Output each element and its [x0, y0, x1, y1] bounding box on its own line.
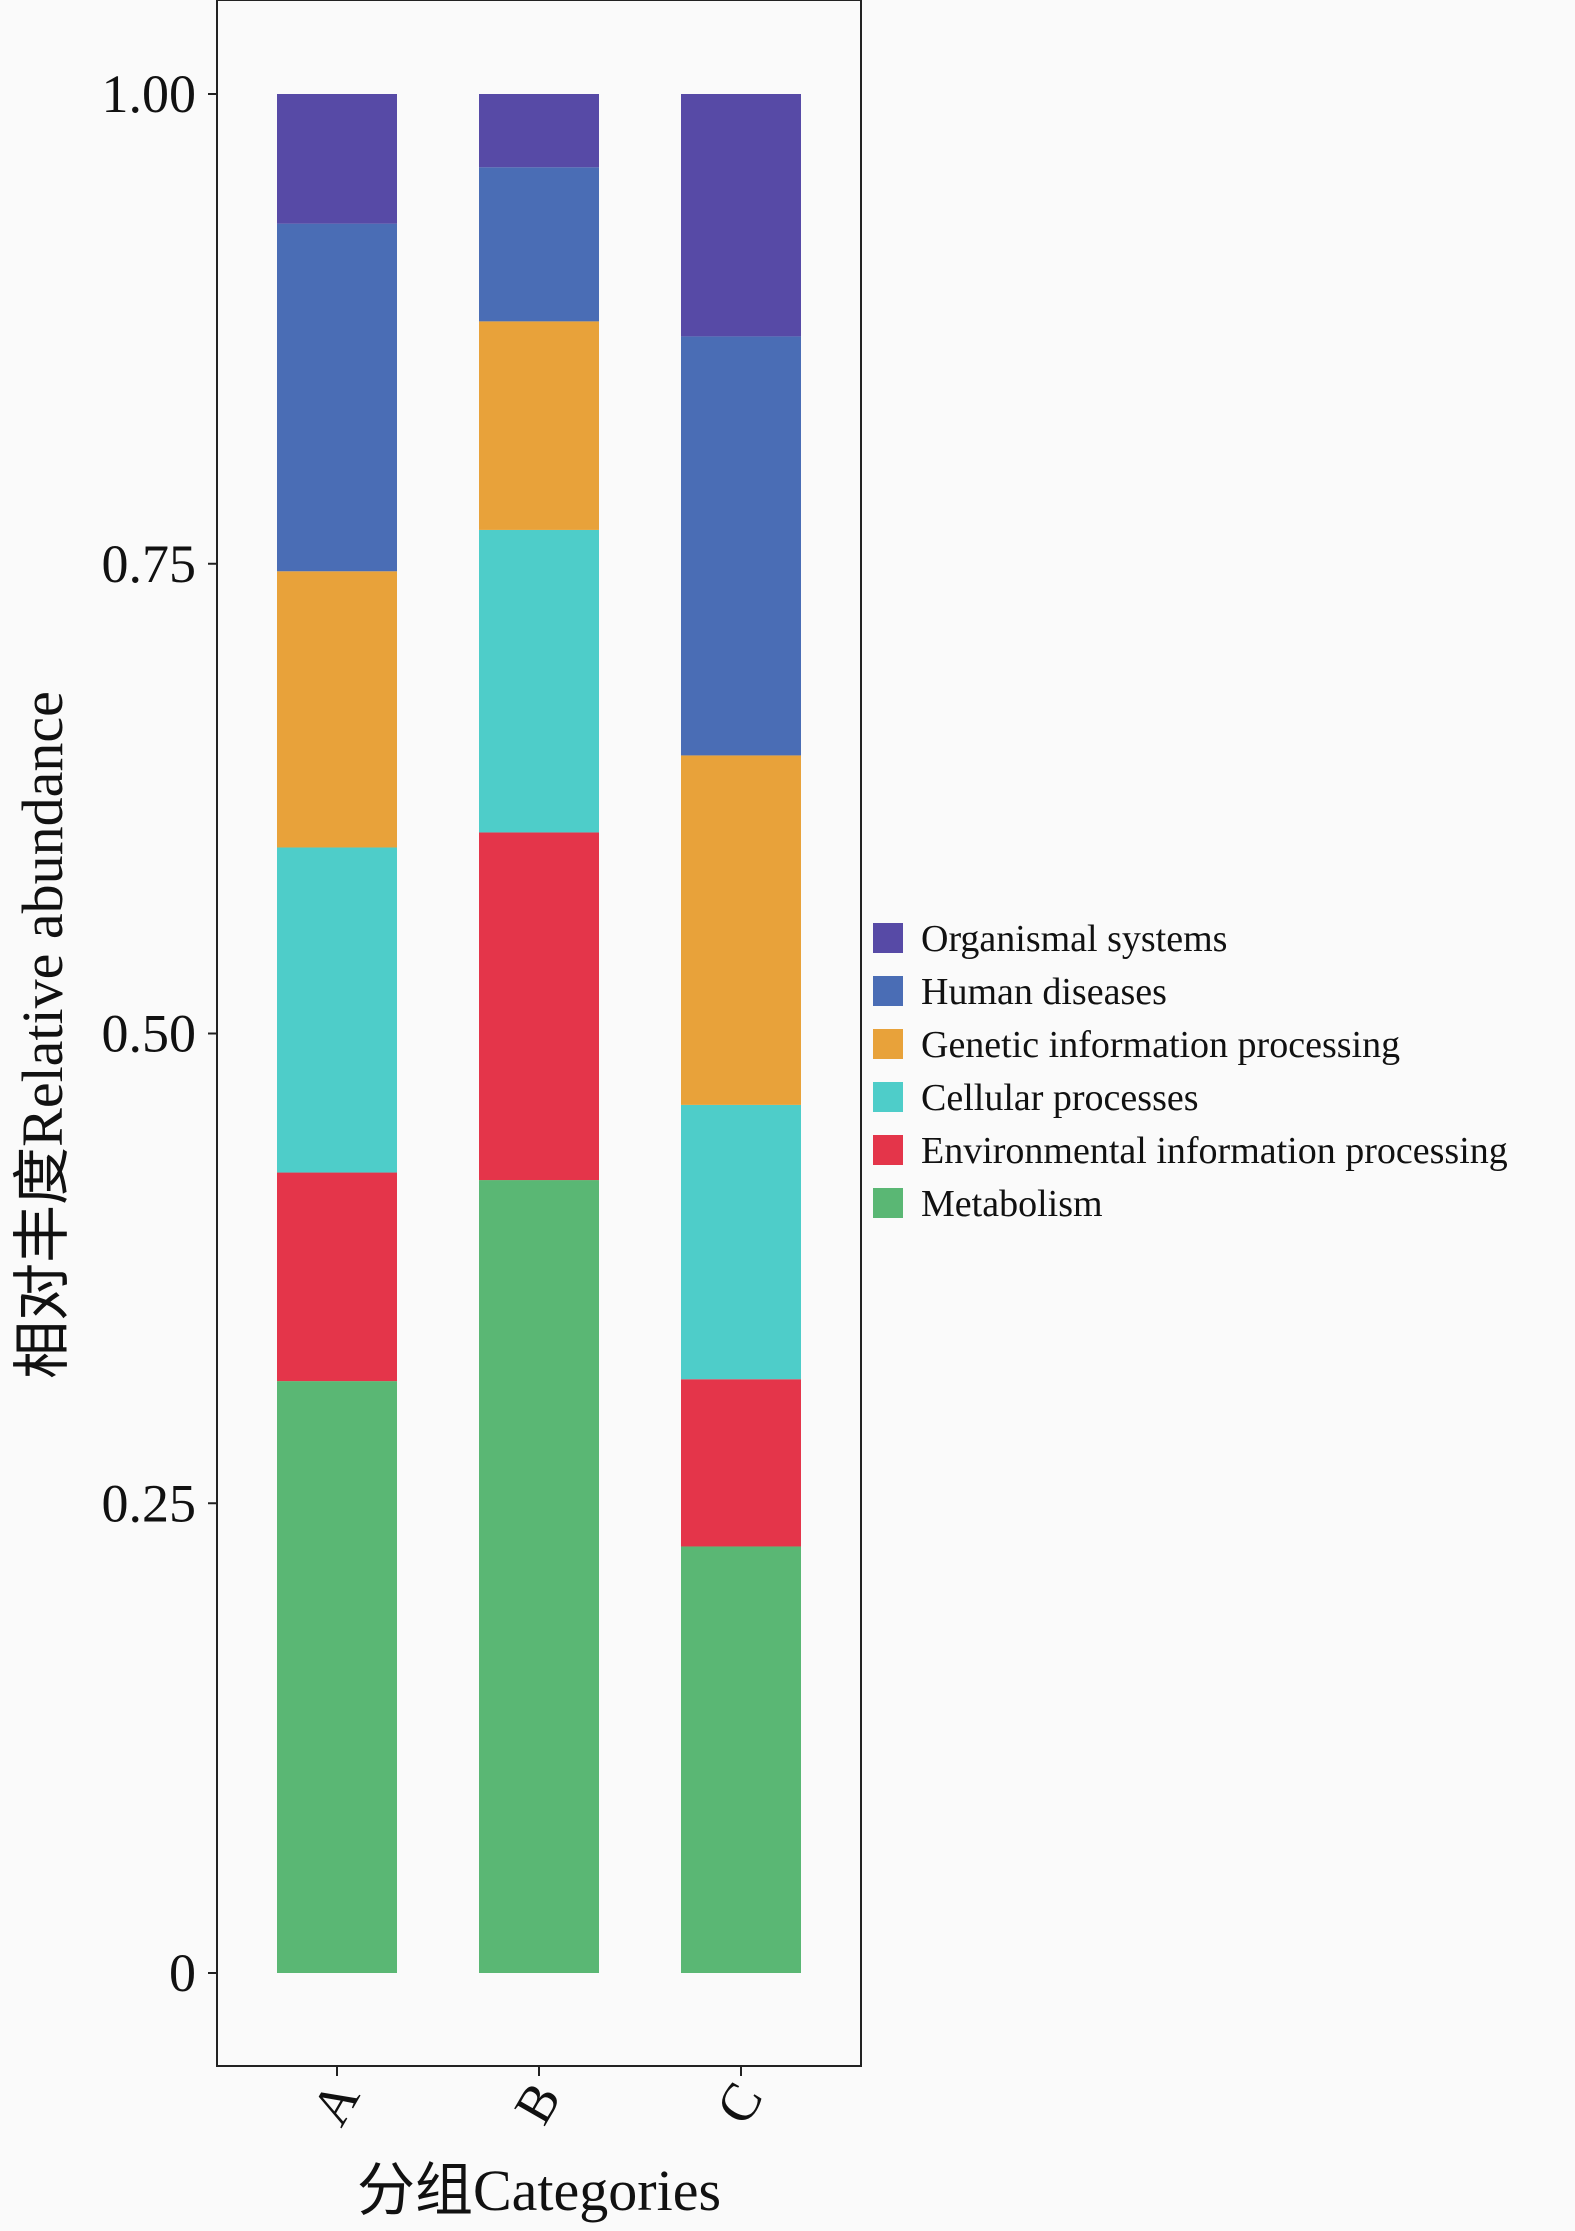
- bar-A-cellular-processes: [277, 847, 397, 1173]
- legend: Organismal systems Human diseases Genetic …: [873, 918, 1508, 1225]
- bar-C-genetic-information-processing: [681, 755, 801, 1105]
- legend-label-human-diseases: Human diseases: [921, 971, 1167, 1013]
- bar-A-metabolism: [277, 1381, 397, 1973]
- legend-label-environmental-information-processing: Environmental information processing: [921, 1130, 1508, 1172]
- bar-C-cellular-processes: [681, 1104, 801, 1380]
- bar-B-metabolism: [479, 1180, 599, 1973]
- y-tick-label: 0.75: [102, 534, 197, 594]
- x-axis: A B C: [300, 2066, 774, 2135]
- y-tick-label: 0: [169, 1943, 196, 2003]
- legend-label-organismal-systems: Organismal systems: [921, 918, 1227, 960]
- legend-key-human-diseases: [873, 976, 903, 1006]
- bars-layer: [277, 94, 801, 1973]
- legend-key-genetic-information-processing: [873, 1029, 903, 1059]
- bar-B-human-diseases: [479, 167, 599, 322]
- y-tick-label: 0.25: [102, 1473, 197, 1533]
- bar-B-genetic-information-processing: [479, 321, 599, 530]
- x-tick-label-B: B: [502, 2072, 572, 2133]
- x-axis-title: 分组Categories: [357, 2158, 721, 2223]
- legend-label-metabolism: Metabolism: [921, 1183, 1103, 1225]
- y-tick-label: 0.50: [102, 1004, 197, 1064]
- bar-B-organismal-systems: [479, 94, 599, 168]
- bar-C-human-diseases: [681, 336, 801, 756]
- bar-A-organismal-systems: [277, 94, 397, 224]
- bar-A-human-diseases: [277, 223, 397, 572]
- legend-key-cellular-processes: [873, 1082, 903, 1112]
- y-axis: 0 0.25 0.50 0.75 1.00: [102, 64, 217, 2003]
- legend-key-organismal-systems: [873, 923, 903, 953]
- legend-label-cellular-processes: Cellular processes: [921, 1077, 1199, 1119]
- bar-A-environmental-information-processing: [277, 1172, 397, 1382]
- legend-label-genetic-information-processing: Genetic information processing: [921, 1024, 1400, 1066]
- bar-B-cellular-processes: [479, 529, 599, 833]
- y-tick-label: 1.00: [102, 64, 197, 124]
- bar-C-environmental-information-processing: [681, 1379, 801, 1547]
- legend-key-metabolism: [873, 1188, 903, 1218]
- y-axis-title: 相对丰度Relative abundance: [10, 691, 75, 1379]
- bar-A-genetic-information-processing: [277, 571, 397, 848]
- legend-key-environmental-information-processing: [873, 1135, 903, 1165]
- bar-B-environmental-information-processing: [479, 832, 599, 1181]
- x-tick-label-A: A: [300, 2071, 371, 2135]
- x-tick-label-C: C: [704, 2072, 774, 2133]
- bar-C-organismal-systems: [681, 94, 801, 337]
- bar-C-metabolism: [681, 1546, 801, 1973]
